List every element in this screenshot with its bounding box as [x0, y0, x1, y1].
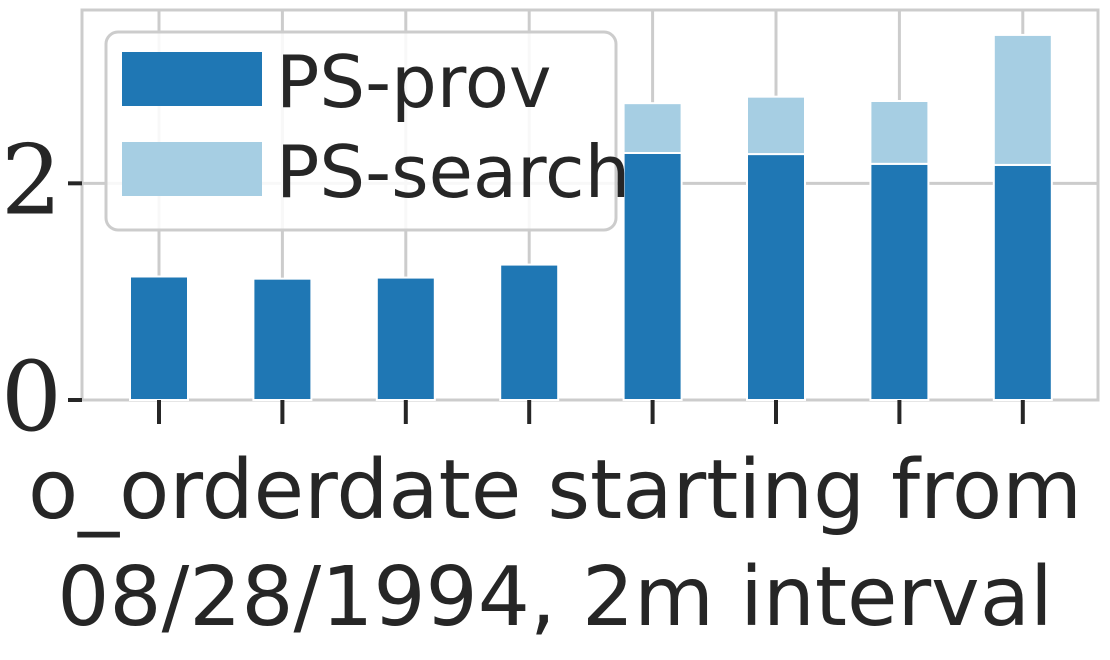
bar-segment-ps-prov	[499, 263, 560, 402]
legend-label-ps-search: PS-search	[276, 130, 630, 214]
legend-swatch-ps-prov	[122, 52, 262, 106]
y-tick-labels: 02	[1, 124, 62, 453]
y-tick-label: 2	[1, 124, 62, 236]
y-tick-label: 0	[1, 341, 62, 453]
bar-segment-ps-search	[622, 102, 683, 154]
legend: PS-prov PS-search	[104, 30, 630, 232]
bar-segment-ps-search	[746, 95, 806, 156]
x-axis-label-line-1: o_orderdate starting from	[28, 443, 1082, 538]
x-axis-label-line-2: 08/28/1994, 2m interval	[57, 550, 1053, 645]
bar-segment-ps-prov	[746, 153, 806, 401]
axis-ticks	[68, 181, 1025, 424]
bar-segment-ps-prov	[129, 275, 189, 401]
bar-segment-ps-prov	[992, 163, 1053, 401]
bar-segment-ps-search	[869, 100, 930, 165]
bar-segment-ps-prov	[622, 152, 683, 401]
bar-segment-ps-prov	[252, 277, 313, 401]
bar-segment-ps-prov	[869, 162, 930, 401]
bar-segment-ps-search	[992, 33, 1053, 166]
bar-segment-ps-prov	[375, 276, 436, 402]
legend-swatch-ps-search	[122, 142, 262, 196]
legend-label-ps-prov: PS-prov	[276, 40, 551, 124]
